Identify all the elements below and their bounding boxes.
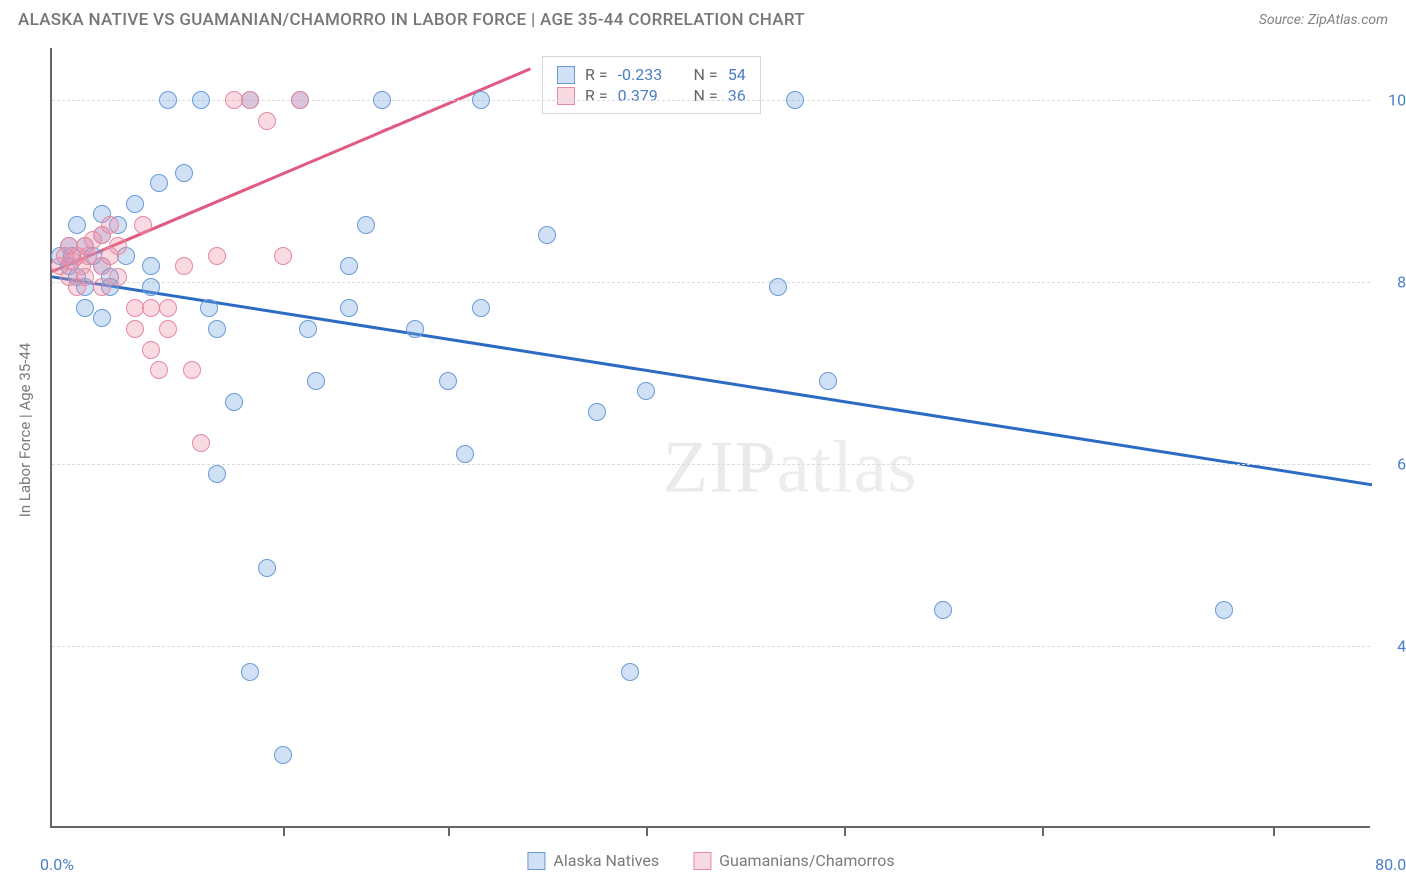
trend-line — [52, 277, 1372, 485]
x-tick — [1273, 826, 1275, 836]
stats-legend-row: R = 0.379 N = 36 — [557, 86, 746, 105]
legend-label: Guamanians/Chamorros — [719, 851, 894, 870]
y-axis-label: In Labor Force | Age 35-44 — [16, 343, 34, 517]
x-tick — [448, 826, 450, 836]
data-point — [175, 164, 193, 182]
data-point — [159, 320, 177, 338]
data-point — [340, 257, 358, 275]
stat-r: -0.233 — [618, 65, 676, 84]
series-legend: Alaska Natives Guamanians/Chamorros — [527, 851, 894, 870]
stat-n: 36 — [728, 86, 746, 105]
x-tick — [646, 826, 648, 836]
data-point — [101, 216, 119, 234]
trend-lines-layer — [52, 48, 1370, 826]
data-point — [109, 237, 127, 255]
data-point — [208, 320, 226, 338]
gridline-h — [52, 282, 1370, 283]
data-point — [192, 434, 210, 452]
data-point — [142, 257, 160, 275]
legend-swatch — [557, 66, 575, 84]
stat-r: 0.379 — [618, 86, 676, 105]
data-point — [142, 341, 160, 359]
data-point — [241, 91, 259, 109]
stats-legend-row: R = -0.233 N = 54 — [557, 65, 746, 84]
stats-legend: R = -0.233 N = 54 R = 0.379 N = 36 — [542, 56, 761, 114]
data-point — [299, 320, 317, 338]
data-point — [538, 226, 556, 244]
data-point — [241, 663, 259, 681]
legend-item: Guamanians/Chamorros — [693, 851, 894, 870]
watermark: ZIPatlas — [663, 426, 918, 511]
data-point — [472, 91, 490, 109]
data-point — [159, 299, 177, 317]
data-point — [406, 320, 424, 338]
data-point — [373, 91, 391, 109]
data-point — [134, 216, 152, 234]
plot-area: ZIPatlas R = -0.233 N = 54 R = 0.379 N = … — [50, 48, 1370, 828]
data-point — [93, 278, 111, 296]
data-point — [258, 112, 276, 130]
data-point — [208, 465, 226, 483]
data-point — [142, 299, 160, 317]
data-point — [819, 372, 837, 390]
x-tick — [1042, 826, 1044, 836]
legend-swatch — [557, 87, 575, 105]
legend-swatch — [693, 852, 711, 870]
data-point — [68, 216, 86, 234]
title-bar: ALASKA NATIVE VS GUAMANIAN/CHAMORRO IN L… — [0, 0, 1406, 40]
legend-swatch — [527, 852, 545, 870]
gridline-h — [52, 646, 1370, 647]
data-point — [93, 309, 111, 327]
y-tick-label: 65.0% — [1380, 455, 1406, 474]
x-tick-min: 0.0% — [40, 855, 74, 874]
stat-n: 54 — [728, 65, 746, 84]
data-point — [126, 195, 144, 213]
x-tick — [283, 826, 285, 836]
y-tick-label: 47.5% — [1380, 637, 1406, 656]
data-point — [126, 320, 144, 338]
data-point — [588, 403, 606, 421]
data-point — [225, 393, 243, 411]
legend-label: Alaska Natives — [553, 851, 659, 870]
data-point — [150, 174, 168, 192]
data-point — [340, 299, 358, 317]
chart-title: ALASKA NATIVE VS GUAMANIAN/CHAMORRO IN L… — [18, 10, 805, 30]
data-point — [225, 91, 243, 109]
data-point — [274, 746, 292, 764]
y-tick-label: 82.5% — [1380, 273, 1406, 292]
data-point — [200, 299, 218, 317]
y-tick-label: 100.0% — [1380, 91, 1406, 110]
data-point — [258, 559, 276, 577]
data-point — [109, 268, 127, 286]
data-point — [456, 445, 474, 463]
data-point — [307, 372, 325, 390]
data-point — [934, 601, 952, 619]
data-point — [769, 278, 787, 296]
data-point — [786, 91, 804, 109]
data-point — [637, 382, 655, 400]
data-point — [472, 299, 490, 317]
data-point — [183, 361, 201, 379]
data-point — [357, 216, 375, 234]
gridline-h — [52, 464, 1370, 465]
data-point — [274, 247, 292, 265]
data-point — [1215, 601, 1233, 619]
data-point — [192, 91, 210, 109]
data-point — [126, 299, 144, 317]
data-point — [76, 299, 94, 317]
data-point — [175, 257, 193, 275]
data-point — [621, 663, 639, 681]
data-point — [159, 91, 177, 109]
data-point — [439, 372, 457, 390]
data-point — [291, 91, 309, 109]
x-tick — [844, 826, 846, 836]
legend-item: Alaska Natives — [527, 851, 659, 870]
x-tick-max: 80.0% — [1375, 855, 1406, 874]
data-point — [76, 268, 94, 286]
data-point — [150, 361, 168, 379]
correlation-chart: ALASKA NATIVE VS GUAMANIAN/CHAMORRO IN L… — [0, 0, 1406, 892]
chart-source: Source: ZipAtlas.com — [1259, 12, 1388, 28]
data-point — [142, 278, 160, 296]
data-point — [208, 247, 226, 265]
